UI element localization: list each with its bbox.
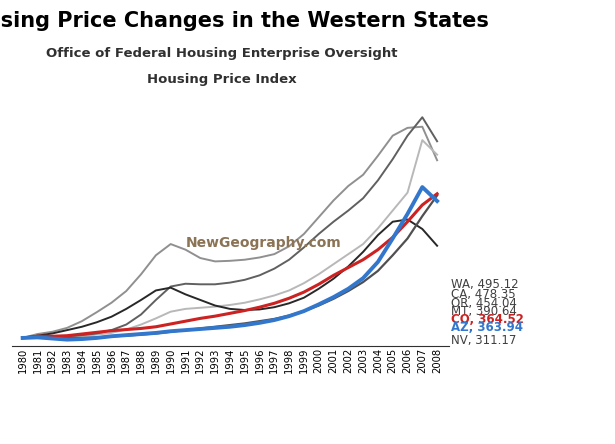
- Text: Housing Price Index: Housing Price Index: [146, 73, 296, 86]
- Text: Office of Federal Housing Enterprise Oversight: Office of Federal Housing Enterprise Ove…: [46, 47, 397, 59]
- Text: NewGeography.com: NewGeography.com: [186, 236, 341, 250]
- Text: CO, 364.52: CO, 364.52: [451, 313, 524, 326]
- Text: CA, 478.35: CA, 478.35: [451, 288, 516, 301]
- Text: WA, 495.12: WA, 495.12: [451, 278, 519, 291]
- Text: Housing Price Changes in the Western States: Housing Price Changes in the Western Sta…: [0, 11, 489, 31]
- Text: NV, 311.17: NV, 311.17: [451, 334, 517, 347]
- Text: MT, 390.64: MT, 390.64: [451, 305, 517, 318]
- Text: OR, 454.04: OR, 454.04: [451, 297, 517, 310]
- Text: AZ, 363.94: AZ, 363.94: [451, 321, 523, 334]
